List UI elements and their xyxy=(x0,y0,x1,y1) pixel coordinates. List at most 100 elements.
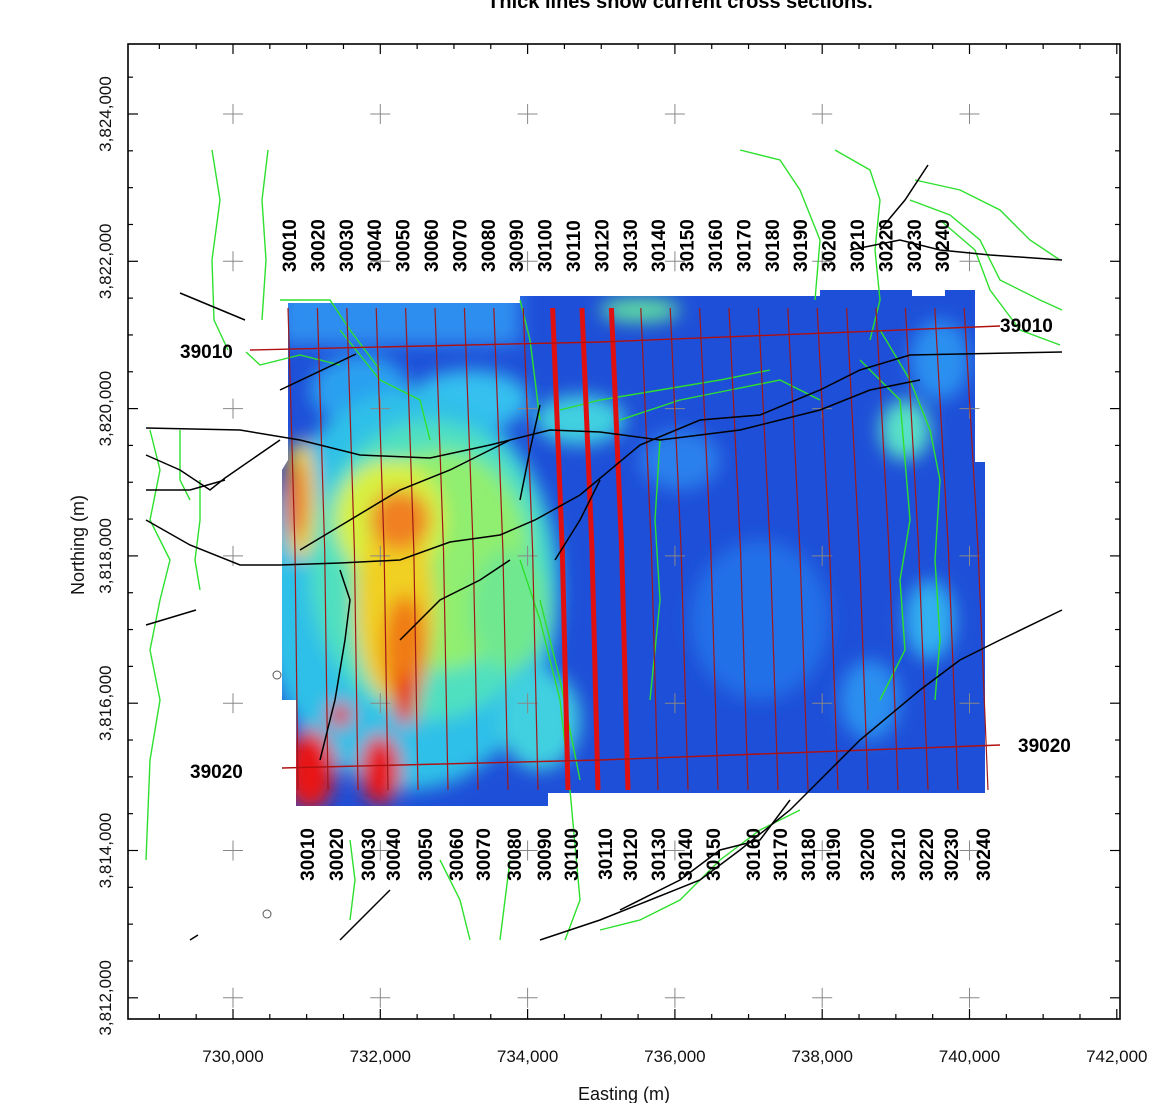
map-frame xyxy=(127,43,1121,1020)
y-tick-label: 3,824,000 xyxy=(96,76,115,152)
line-label-bottom: 30020 xyxy=(327,828,348,881)
grid-cross xyxy=(812,840,833,861)
line-label-bottom: 30170 xyxy=(771,828,792,881)
line-label-top: 30110 xyxy=(564,220,585,272)
survey-raster xyxy=(282,290,985,806)
grid-cross xyxy=(517,104,538,124)
line-label-top: 30180 xyxy=(763,219,784,272)
line-label-bottom: 30070 xyxy=(474,828,495,881)
line-label-top: 30080 xyxy=(479,219,500,272)
x-axis-title: Easting (m) xyxy=(578,1084,670,1103)
grid-cross xyxy=(517,251,538,272)
line-label-top: 30120 xyxy=(592,219,613,272)
x-tick-label: 736,000 xyxy=(644,1047,705,1066)
line-label-bottom: 30230 xyxy=(942,828,963,881)
marker-points xyxy=(262,670,282,919)
line-label-top: 30200 xyxy=(820,219,841,272)
tie-line-39020 xyxy=(281,744,1001,769)
line-label-bottom: 30030 xyxy=(359,828,380,881)
line-label-top: 30160 xyxy=(706,219,727,272)
grid-cross xyxy=(812,104,833,124)
grid-cross xyxy=(664,104,685,124)
grid-cross xyxy=(223,987,243,1008)
line-label-bottom: 30100 xyxy=(562,828,583,881)
grid-cross xyxy=(370,840,391,861)
line-label-top: 30040 xyxy=(365,219,386,272)
line-label-top: 30150 xyxy=(678,219,699,272)
line-label-top: 30010 xyxy=(280,219,301,272)
line-label-bottom: 30080 xyxy=(505,828,526,881)
survey-line xyxy=(669,307,689,791)
tie-lines xyxy=(249,325,1001,769)
y-tick-label: 3,820,000 xyxy=(96,371,115,447)
grid-cross xyxy=(812,693,833,714)
grid-cross xyxy=(812,251,833,272)
grid-cross xyxy=(664,840,685,861)
grid-cross xyxy=(959,987,980,1008)
survey-line xyxy=(463,307,479,791)
line-label-bottom: 30160 xyxy=(744,828,765,881)
line-label-bottom: 30200 xyxy=(858,828,879,881)
tie-label-39010-left: 39010 xyxy=(180,342,233,363)
x-tick-label: 732,000 xyxy=(350,1047,411,1066)
line-label-top: 30210 xyxy=(848,219,869,272)
line-label-top: 30100 xyxy=(536,219,557,272)
grid-cross xyxy=(223,104,243,124)
grid-cross xyxy=(959,840,980,861)
survey-line xyxy=(316,307,329,791)
survey-line xyxy=(787,307,809,791)
line-label-bottom: 30090 xyxy=(535,828,556,881)
grid-cross xyxy=(812,987,833,1008)
grid-cross xyxy=(664,251,685,272)
y-axis-title: Northing (m) xyxy=(68,495,88,595)
survey-line-highlighted xyxy=(579,307,601,791)
grid-cross xyxy=(223,840,243,861)
grid-cross xyxy=(664,987,685,1008)
survey-line xyxy=(405,307,419,791)
line-label-top: 30090 xyxy=(507,219,528,272)
x-tick-label: 738,000 xyxy=(791,1047,852,1066)
line-label-top: 30230 xyxy=(905,219,926,272)
grid-cross xyxy=(959,545,980,566)
line-label-bottom: 30150 xyxy=(704,828,725,881)
survey-line xyxy=(522,307,539,791)
grid-cross xyxy=(959,104,980,124)
line-label-bottom: 30040 xyxy=(384,828,405,881)
grid-cross xyxy=(223,693,243,714)
y-tick-label: 3,822,000 xyxy=(96,223,115,299)
line-label-bottom: 30060 xyxy=(447,828,468,881)
line-label-top: 30220 xyxy=(876,219,897,272)
x-tick-labels: 730,000 732,000 734,000 736,000 738,000 740,0… xyxy=(202,1047,1147,1066)
line-labels-bottom: 30010 30020 30030 30040 30050 30060 30070 30080… xyxy=(298,828,995,881)
line-label-bottom: 30180 xyxy=(799,828,820,881)
grid-cross xyxy=(370,987,391,1008)
y-tick-label: 3,814,000 xyxy=(96,813,115,889)
line-label-bottom: 30010 xyxy=(298,828,319,881)
line-label-top: 30140 xyxy=(649,219,670,272)
line-label-bottom: 30210 xyxy=(889,828,910,881)
line-label-top: 30030 xyxy=(337,219,358,272)
tie-label-39010-right: 39010 xyxy=(1000,316,1053,337)
line-label-top: 30170 xyxy=(734,219,755,272)
line-label-bottom: 30050 xyxy=(416,828,437,881)
survey-line xyxy=(346,307,359,791)
line-label-bottom: 30130 xyxy=(649,828,670,881)
x-tick-label: 734,000 xyxy=(497,1047,558,1066)
survey-line xyxy=(493,307,509,791)
x-tick-label: 742,000 xyxy=(1086,1047,1147,1066)
grid-cross xyxy=(959,251,980,272)
grid-cross xyxy=(370,104,391,124)
survey-line xyxy=(963,307,989,791)
line-label-bottom: 30140 xyxy=(676,828,697,881)
survey-line xyxy=(640,307,659,791)
line-label-top: 30070 xyxy=(450,219,471,272)
y-tick-labels: 3,824,000 3,822,000 3,820,000 3,818,000 3,81… xyxy=(96,76,115,1035)
y-tick-label: 3,816,000 xyxy=(96,665,115,741)
tie-line-39010 xyxy=(249,325,1001,351)
line-label-bottom: 30110 xyxy=(596,828,617,880)
survey-line xyxy=(375,307,389,791)
fault-lines xyxy=(145,164,1063,941)
line-label-bottom: 30120 xyxy=(621,828,642,881)
grid-cross xyxy=(370,545,391,566)
line-label-bottom: 30220 xyxy=(917,828,938,881)
